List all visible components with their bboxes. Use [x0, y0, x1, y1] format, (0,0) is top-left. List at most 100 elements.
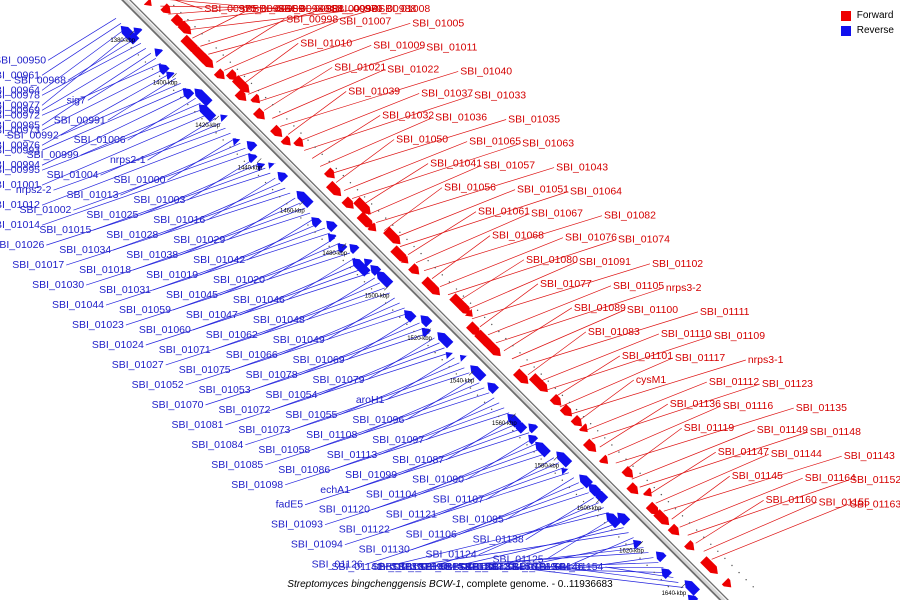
- gene-label[interactable]: SBI_01017: [12, 259, 64, 271]
- gene-label[interactable]: SBI_01011: [426, 41, 477, 53]
- gene-label[interactable]: SBI_01139: [371, 561, 422, 573]
- forward-gene[interactable]: [482, 338, 501, 357]
- gene-label[interactable]: SBI_01136: [670, 398, 721, 410]
- gene-label[interactable]: SBI_01072: [219, 404, 271, 416]
- reverse-gene[interactable]: [327, 233, 337, 243]
- gene-label[interactable]: SBI_01109: [714, 330, 765, 342]
- gene-label[interactable]: SBI_00976: [0, 139, 40, 151]
- gene-label[interactable]: SBI_01055: [285, 409, 337, 421]
- gene-label[interactable]: SBI_01003: [133, 194, 185, 206]
- forward-gene[interactable]: [170, 13, 184, 27]
- gene-label[interactable]: SBI_00992: [7, 129, 59, 141]
- forward-gene[interactable]: [427, 282, 441, 296]
- gene-label[interactable]: SBI_01016: [153, 214, 205, 226]
- reverse-gene[interactable]: [617, 512, 631, 526]
- gene-label[interactable]: sig7: [67, 94, 86, 106]
- reverse-gene[interactable]: [443, 338, 451, 346]
- forward-gene[interactable]: [293, 136, 304, 147]
- gene-label[interactable]: SBI_01117: [675, 352, 726, 364]
- gene-label[interactable]: SBI_01164: [805, 472, 856, 484]
- gene-label[interactable]: SBI_01120: [319, 504, 370, 516]
- gene-label[interactable]: SBI_01059: [119, 304, 171, 316]
- reverse-gene[interactable]: [684, 580, 700, 596]
- gene-label[interactable]: SBI_01151: [438, 561, 489, 573]
- gene-label[interactable]: SBI_01084: [191, 439, 243, 451]
- forward-gene[interactable]: [231, 75, 250, 93]
- gene-label[interactable]: nrps2-2: [16, 184, 52, 196]
- forward-gene[interactable]: [538, 382, 547, 391]
- gene-label[interactable]: SBI_01135: [796, 402, 847, 414]
- gene-label[interactable]: SBI_01074: [618, 234, 670, 246]
- gene-label[interactable]: SBI_01156: [485, 561, 536, 573]
- gene-label[interactable]: SBI_01058: [258, 444, 310, 456]
- forward-gene[interactable]: [621, 466, 634, 478]
- gene-label[interactable]: SBI_01111: [700, 306, 750, 318]
- gene-label[interactable]: SBI_01053: [199, 384, 251, 396]
- gene-label[interactable]: SBI_01155: [819, 496, 870, 508]
- gene-label[interactable]: SBI_01062: [206, 329, 258, 341]
- gene-label[interactable]: SBI_01110: [661, 328, 712, 340]
- forward-gene[interactable]: [389, 233, 398, 242]
- gene-label[interactable]: SBI_01138: [473, 534, 524, 546]
- gene-label[interactable]: SBI_01039: [348, 85, 400, 97]
- gene-label[interactable]: SBI_00998: [286, 13, 338, 25]
- gene-label[interactable]: SBI_00972: [0, 109, 40, 121]
- gene-label[interactable]: SBI_00995: [0, 164, 40, 176]
- gene-label[interactable]: SBI_01123: [762, 378, 813, 390]
- gene-label[interactable]: SBI_01144: [771, 448, 822, 460]
- reverse-gene[interactable]: [404, 310, 417, 323]
- gene-label[interactable]: SBI_01100: [627, 304, 678, 316]
- gene-label[interactable]: SBI_01000: [113, 174, 165, 186]
- gene-label[interactable]: SBI_01004: [47, 169, 99, 181]
- forward-gene[interactable]: [353, 196, 371, 215]
- gene-label[interactable]: SBI_01005: [412, 17, 464, 29]
- gene-label[interactable]: SBI_00969: [0, 104, 40, 116]
- gene-label[interactable]: SBI_01097: [372, 434, 424, 446]
- gene-label[interactable]: cysM1: [636, 374, 666, 386]
- gene-label[interactable]: SBI_01068: [492, 230, 544, 242]
- gene-label[interactable]: SBI_01121: [386, 509, 437, 521]
- gene-label[interactable]: SBI_01089: [574, 302, 626, 314]
- forward-gene[interactable]: [700, 556, 718, 574]
- reverse-gene[interactable]: [194, 88, 213, 107]
- gene-label[interactable]: SBI_00991: [54, 114, 106, 126]
- gene-label[interactable]: SBI_01008: [378, 3, 430, 15]
- gene-label[interactable]: SBI_01101: [622, 350, 673, 362]
- gene-label[interactable]: SBI_01145: [732, 470, 783, 482]
- gene-label[interactable]: SBI_01105: [613, 280, 664, 292]
- gene-label[interactable]: SBI_01076: [565, 232, 617, 244]
- gene-label[interactable]: SBI_00975: [204, 3, 256, 15]
- forward-gene[interactable]: [250, 93, 260, 104]
- reverse-gene[interactable]: [246, 140, 258, 152]
- forward-gene[interactable]: [643, 487, 652, 497]
- gene-label[interactable]: SBI_01153: [418, 561, 469, 573]
- gene-label[interactable]: SBI_01067: [531, 208, 583, 220]
- gene-label[interactable]: SBI_01027: [112, 359, 164, 371]
- gene-label[interactable]: SBI_01163: [850, 498, 900, 510]
- gene-label[interactable]: SBI_01061: [478, 206, 530, 218]
- gene-label[interactable]: SBI_01160: [766, 494, 817, 506]
- gene-label[interactable]: SBI_01099: [345, 469, 397, 481]
- gene-label[interactable]: SBI_01020: [213, 274, 265, 286]
- gene-label[interactable]: SBI_01014: [0, 219, 40, 231]
- gene-label[interactable]: SBI_01038: [126, 249, 178, 261]
- forward-gene[interactable]: [270, 124, 283, 138]
- gene-label[interactable]: SBI_01041: [430, 158, 482, 170]
- gene-label[interactable]: SBI_01113: [327, 449, 378, 461]
- reverse-gene[interactable]: [459, 354, 468, 363]
- gene-label[interactable]: nrps3-1: [748, 354, 784, 366]
- gene-label[interactable]: SBI_01137: [379, 561, 430, 573]
- forward-gene[interactable]: [160, 3, 171, 14]
- gene-label[interactable]: SBI_01023: [72, 319, 124, 331]
- gene-label[interactable]: SBI_01050: [396, 134, 448, 146]
- forward-gene[interactable]: [570, 415, 583, 427]
- gene-label[interactable]: SBI_01091: [579, 256, 631, 268]
- forward-gene[interactable]: [579, 423, 588, 433]
- gene-label[interactable]: SBI_01081: [171, 419, 223, 431]
- gene-label[interactable]: SBI_01093: [271, 519, 323, 531]
- gene-label[interactable]: SBI_01078: [246, 369, 298, 381]
- gene-label[interactable]: SBI_01154: [552, 561, 603, 573]
- gene-label[interactable]: nrps2-1: [110, 154, 146, 166]
- gene-label[interactable]: SBI_01119: [684, 422, 735, 434]
- forward-gene[interactable]: [599, 454, 609, 464]
